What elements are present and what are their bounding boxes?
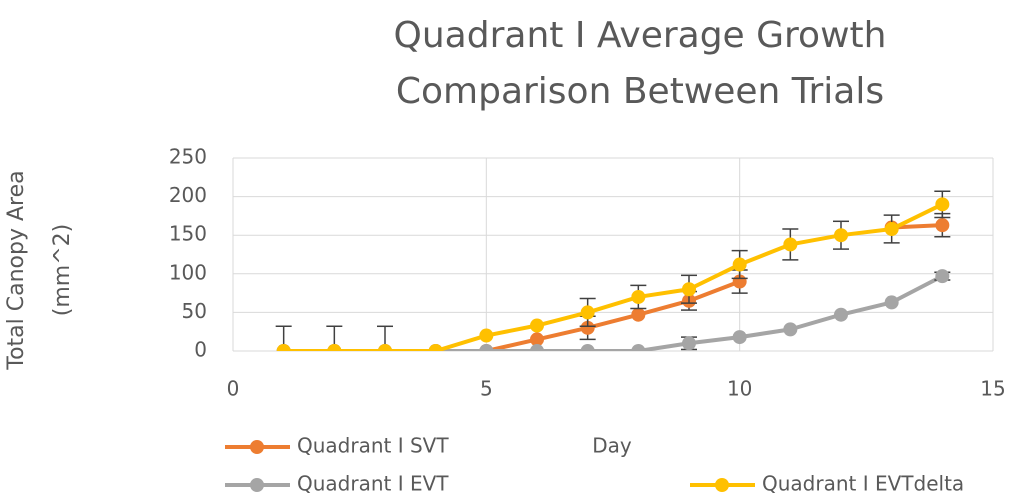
marker	[935, 218, 950, 233]
marker	[580, 320, 595, 335]
x-tick-label: 0	[227, 377, 240, 401]
marker	[935, 197, 950, 212]
marker	[428, 344, 443, 351]
marker	[834, 228, 848, 243]
marker	[732, 330, 747, 345]
marker	[479, 344, 494, 351]
series-line	[283, 274, 944, 351]
x-tick-label: 10	[727, 377, 752, 401]
legend-label: Quadrant I EVT	[297, 472, 449, 496]
x-axis-label: Day	[592, 434, 632, 458]
legend-label: Quadrant I SVT	[297, 434, 449, 458]
marker	[276, 344, 291, 351]
legend-label: Quadrant I EVTdelta	[762, 472, 964, 496]
marker	[783, 237, 798, 252]
marker	[682, 282, 696, 297]
plot-area	[275, 190, 951, 351]
marker	[834, 307, 848, 322]
legend-marker	[250, 440, 264, 454]
chart-title: Quadrant I Average Growth Comparison Bet…	[393, 15, 887, 112]
marker	[884, 222, 899, 237]
marker	[732, 257, 747, 272]
y-tick-label: 50	[182, 299, 207, 323]
marker	[580, 344, 595, 351]
legend-marker	[250, 478, 264, 492]
marker	[530, 332, 544, 347]
y-tick-label: 250	[169, 145, 207, 169]
marker	[530, 318, 544, 333]
y-tick-label: 100	[169, 260, 207, 284]
marker	[327, 344, 342, 351]
marker	[682, 336, 696, 351]
marker	[631, 344, 646, 351]
y-tick-label: 0	[194, 338, 207, 362]
marker	[378, 344, 392, 351]
y-tick-label: 200	[169, 183, 207, 207]
x-tick-label: 5	[480, 377, 493, 401]
error-bar	[377, 325, 393, 351]
x-tick-label: 15	[980, 377, 1005, 401]
marker	[935, 269, 950, 284]
y-tick-label: 150	[169, 222, 207, 246]
marker	[783, 322, 798, 337]
legend-marker	[715, 478, 729, 492]
marker	[580, 305, 595, 320]
error-bar	[275, 325, 292, 351]
marker	[884, 295, 899, 310]
marker	[631, 289, 646, 304]
marker	[479, 328, 494, 343]
series-line	[283, 223, 943, 351]
error-bar	[326, 325, 343, 351]
marker	[631, 307, 646, 322]
marker	[530, 344, 544, 351]
series-line	[283, 202, 944, 351]
